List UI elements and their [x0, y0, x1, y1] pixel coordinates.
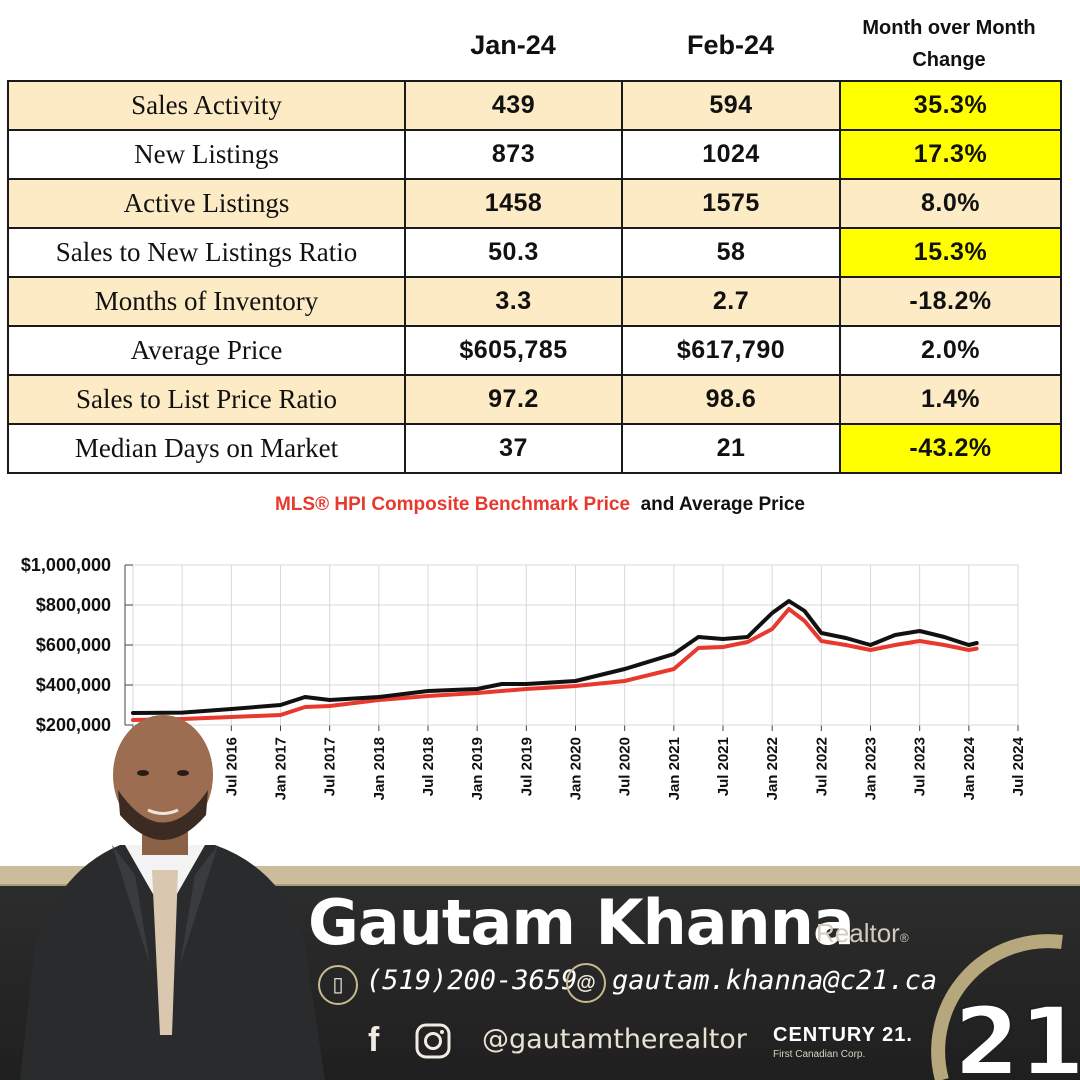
x-tick-label: Jan 2023 [863, 737, 880, 800]
x-tick-label: Jul 2022 [813, 737, 830, 796]
row-feb-value: 98.6 [621, 374, 841, 425]
facebook-icon[interactable]: f [368, 1021, 380, 1059]
footer-divider [0, 884, 1080, 886]
x-tick-label: Jul 2023 [912, 737, 929, 796]
row-jan-value: 439 [404, 80, 623, 131]
row-label: Sales to List Price Ratio [7, 374, 406, 425]
at-icon[interactable]: @ [566, 963, 606, 1003]
logo-number: 21 [954, 988, 1080, 1080]
x-tick-label: Jan 2022 [764, 737, 781, 800]
x-tick-label: Jan 2021 [666, 737, 683, 800]
x-tick-label: Jan 2017 [273, 737, 290, 800]
table-row: Sales to New Listings Ratio 50.3 58 15.3% [7, 227, 1062, 278]
footer-gold-band [0, 866, 1080, 884]
row-label: Sales Activity [7, 80, 406, 131]
x-tick-label: Jul 2018 [420, 737, 437, 796]
chart-title-hpi: MLS® HPI Composite Benchmark Price [274, 494, 631, 515]
row-change-value: 8.0% [839, 178, 1062, 229]
row-jan-value: 3.3 [404, 276, 623, 327]
row-change-value: 17.3% [839, 129, 1062, 180]
table-row: Median Days on Market 37 21 -43.2% [7, 423, 1062, 474]
hpi-benchmark-line [131, 607, 979, 722]
x-tick-label: Jul 2016 [223, 737, 240, 796]
social-handle[interactable]: @gautamtherealtor [482, 1024, 747, 1055]
row-label: Months of Inventory [7, 276, 406, 327]
row-jan-value: 50.3 [404, 227, 623, 278]
row-feb-value: 1575 [621, 178, 841, 229]
table-row: Months of Inventory 3.3 2.7 -18.2% [7, 276, 1062, 327]
row-feb-value: $617,790 [621, 325, 841, 376]
table-row: Sales to List Price Ratio 97.2 98.6 1.4% [7, 374, 1062, 425]
row-feb-value: 2.7 [621, 276, 841, 327]
column-header-change-line2: Change [912, 49, 986, 71]
row-change-value: -43.2% [839, 423, 1062, 474]
row-label: Median Days on Market [7, 423, 406, 474]
average-price-line [131, 599, 979, 715]
agent-title-text: Realtor [816, 918, 900, 948]
row-feb-value: 594 [621, 80, 841, 131]
row-change-value: 1.4% [839, 374, 1062, 425]
row-change-value: 2.0% [839, 325, 1062, 376]
chart-title: MLS® HPI Composite Benchmark Price and A… [0, 494, 1080, 516]
row-feb-value: 21 [621, 423, 841, 474]
y-tick-label: $600,000 [36, 635, 111, 655]
agent-title: Realtor® [816, 918, 909, 948]
agent-email[interactable]: gautam.khanna@c21.ca [612, 965, 938, 996]
century21-brand: CENTURY 21. First Canadian Corp. [773, 1024, 913, 1060]
row-feb-value: 1024 [621, 129, 841, 180]
column-header-jan: Jan-24 [470, 30, 556, 60]
agent-portrait [20, 715, 325, 1080]
x-tick-label: Jan 2024 [961, 736, 978, 800]
column-header-feb: Feb-24 [686, 30, 775, 60]
row-jan-value: $605,785 [404, 325, 623, 376]
row-change-value: 15.3% [839, 227, 1062, 278]
agent-name: Gautam Khanna [308, 886, 855, 959]
brand-subtitle: First Canadian Corp. [773, 1049, 866, 1060]
table-row: Active Listings 1458 1575 8.0% [7, 178, 1062, 229]
y-tick-label: $400,000 [36, 675, 111, 695]
x-tick-label: Jul 2024 [1010, 736, 1027, 796]
x-tick-label: Jan 2020 [568, 737, 585, 800]
row-label: New Listings [7, 129, 406, 180]
column-header-change-line1: Month over Month [862, 17, 1036, 39]
row-change-value: 35.3% [839, 80, 1062, 131]
row-label: Active Listings [7, 178, 406, 229]
market-stats-table: Sales Activity 439 594 35.3% New Listings 873… [7, 80, 1062, 474]
row-change-value: -18.2% [839, 276, 1062, 327]
column-header-change: Month over Month Change [838, 12, 1060, 76]
row-jan-value: 873 [404, 129, 623, 180]
chart-title-average: and Average Price [640, 494, 805, 515]
row-jan-value: 1458 [404, 178, 623, 229]
phone-icon[interactable]: ▯ [318, 965, 358, 1005]
table-row: New Listings 873 1024 17.3% [7, 129, 1062, 180]
x-tick-label: Jan 2018 [371, 737, 388, 800]
brand-name: CENTURY 21. [773, 1024, 913, 1046]
x-tick-label: Jan 2019 [469, 737, 486, 800]
x-tick-label: Jul 2020 [617, 737, 634, 796]
x-tick-label: Jul 2019 [518, 737, 535, 796]
y-tick-label: $200,000 [36, 715, 111, 735]
row-label: Average Price [7, 325, 406, 376]
x-tick-label: Jul 2017 [322, 737, 339, 796]
table-row: Average Price $605,785 $617,790 2.0% [7, 325, 1062, 376]
row-label: Sales to New Listings Ratio [7, 227, 406, 278]
row-feb-value: 58 [621, 227, 841, 278]
instagram-icon[interactable] [414, 1022, 452, 1060]
agent-phone[interactable]: (519)200-3659 [366, 965, 578, 996]
y-tick-label: $1,000,000 [21, 555, 111, 575]
row-jan-value: 37 [404, 423, 623, 474]
table-row: Sales Activity 439 594 35.3% [7, 80, 1062, 131]
x-tick-label: Jul 2021 [715, 737, 732, 796]
century21-logo: 21 [931, 934, 1080, 1080]
y-tick-label: $800,000 [36, 595, 111, 615]
row-jan-value: 97.2 [404, 374, 623, 425]
